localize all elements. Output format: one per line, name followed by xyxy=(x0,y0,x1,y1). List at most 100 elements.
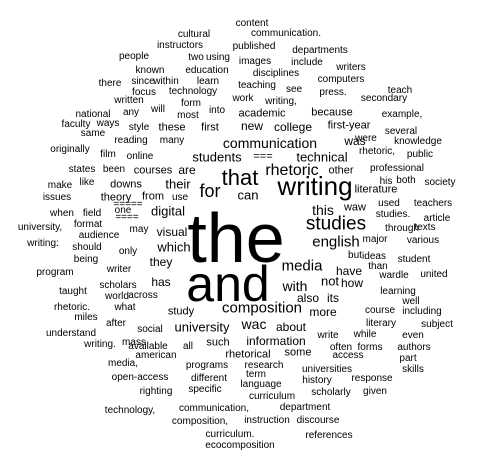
cloud-word: studies xyxy=(305,213,367,235)
cloud-word: curriculum xyxy=(248,391,296,402)
cloud-word: than xyxy=(368,261,388,272)
cloud-word: ecocomposition xyxy=(205,440,275,451)
cloud-word: published xyxy=(232,41,276,52)
cloud-word: language xyxy=(240,379,282,390)
cloud-word: ===== xyxy=(113,199,143,210)
cloud-word: available xyxy=(128,341,168,352)
cloud-word: style xyxy=(128,122,150,133)
cloud-word: college xyxy=(273,120,313,134)
cloud-word: access xyxy=(332,350,364,361)
cloud-word: study xyxy=(167,305,195,318)
cloud-word: american xyxy=(135,350,177,361)
cloud-word: given xyxy=(363,386,387,397)
cloud-word: can xyxy=(237,187,259,203)
cloud-word: one xyxy=(114,205,132,216)
cloud-word: national xyxy=(75,109,111,120)
cloud-word: reading xyxy=(114,135,148,146)
cloud-word: they xyxy=(149,255,173,269)
cloud-word: use xyxy=(171,192,189,203)
cloud-word: literature xyxy=(354,183,398,196)
cloud-word: student xyxy=(397,254,431,265)
cloud-word: communication xyxy=(222,135,318,151)
cloud-word: well xyxy=(402,296,420,307)
cloud-word: discourse xyxy=(296,415,340,426)
cloud-word: film xyxy=(100,149,116,160)
cloud-word: writing. xyxy=(84,339,116,350)
cloud-word: public xyxy=(406,149,434,160)
cloud-word: communication, xyxy=(178,403,250,414)
cloud-word: has xyxy=(151,275,171,289)
cloud-word: communication. xyxy=(250,28,322,39)
cloud-word: major xyxy=(362,234,388,245)
cloud-word: literary xyxy=(365,318,397,329)
cloud-word: make xyxy=(47,180,73,191)
cloud-word: through xyxy=(385,223,419,234)
cloud-word: === xyxy=(253,150,273,163)
cloud-word: righting xyxy=(139,386,173,397)
cloud-word: that xyxy=(221,165,259,190)
cloud-word: research xyxy=(244,360,284,371)
cloud-word: authors xyxy=(397,342,431,353)
cloud-word: open-access xyxy=(111,372,169,383)
cloud-word: specific xyxy=(188,384,222,395)
cloud-word: forms xyxy=(357,342,383,353)
cloud-word: several xyxy=(384,126,418,137)
cloud-word: united xyxy=(420,269,448,280)
cloud-word: written xyxy=(114,95,144,106)
cloud-word: people xyxy=(118,51,150,62)
cloud-word: originally xyxy=(50,144,90,155)
cloud-word: first-year xyxy=(327,119,371,132)
cloud-word: subject xyxy=(421,319,453,330)
cloud-word: from xyxy=(142,190,164,203)
cloud-word: states xyxy=(68,164,96,175)
cloud-word: after xyxy=(105,318,127,329)
cloud-word: teachers xyxy=(413,198,453,209)
cloud-word: within xyxy=(153,76,179,87)
cloud-word: instruction xyxy=(244,415,290,426)
cloud-word: miles xyxy=(74,312,98,323)
cloud-word: students xyxy=(192,149,242,165)
cloud-word: have xyxy=(335,264,363,278)
cloud-word: being xyxy=(73,254,99,265)
cloud-word: taught xyxy=(59,286,87,297)
cloud-word: work xyxy=(232,93,254,104)
cloud-word: all xyxy=(182,341,194,352)
cloud-word: been xyxy=(102,164,126,175)
cloud-word: professional xyxy=(370,163,424,174)
cloud-word: these xyxy=(158,121,186,134)
cloud-word: response xyxy=(351,373,393,384)
cloud-word: teach xyxy=(387,85,413,96)
cloud-word: theory xyxy=(100,191,132,204)
cloud-word: various xyxy=(406,235,440,246)
cloud-word: department xyxy=(279,402,331,413)
cloud-word: online xyxy=(126,151,154,162)
cloud-word: computers xyxy=(317,74,365,85)
cloud-word: technology, xyxy=(104,405,156,416)
cloud-word: term xyxy=(246,369,266,380)
cloud-word: disciplines xyxy=(252,68,300,79)
cloud-word: audience xyxy=(78,230,120,241)
cloud-word: more xyxy=(309,305,337,319)
cloud-word: his xyxy=(379,176,393,187)
cloud-word: both xyxy=(396,175,416,186)
cloud-word: field xyxy=(82,208,102,219)
cloud-word: including xyxy=(402,306,442,317)
cloud-word: like xyxy=(79,177,95,188)
cloud-word: into xyxy=(208,105,226,116)
cloud-word: history xyxy=(302,375,332,386)
cloud-word: there xyxy=(98,78,122,89)
cloud-word: cultural xyxy=(177,29,211,40)
cloud-word: learning xyxy=(380,286,416,297)
cloud-word: writer xyxy=(106,264,132,275)
cloud-word: instructors xyxy=(156,40,204,51)
cloud-word: part xyxy=(399,353,417,364)
cloud-word: different xyxy=(191,373,227,384)
cloud-word: wac xyxy=(241,316,267,332)
cloud-word: scholars xyxy=(99,280,137,291)
cloud-word: which xyxy=(157,239,191,255)
cloud-word: article xyxy=(423,213,451,224)
cloud-word: often xyxy=(329,342,353,353)
cloud-word: because xyxy=(311,106,353,119)
cloud-word: about xyxy=(275,320,307,334)
